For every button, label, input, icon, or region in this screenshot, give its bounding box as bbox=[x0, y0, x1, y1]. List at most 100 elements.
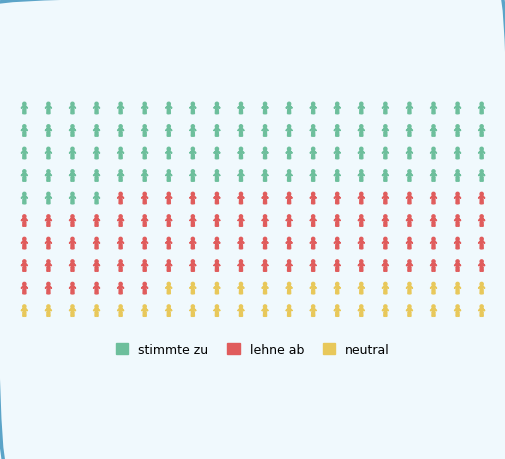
Polygon shape bbox=[25, 111, 26, 114]
Polygon shape bbox=[410, 286, 412, 289]
Polygon shape bbox=[359, 201, 361, 204]
Polygon shape bbox=[479, 313, 480, 317]
Polygon shape bbox=[143, 133, 144, 137]
Polygon shape bbox=[239, 106, 242, 111]
Polygon shape bbox=[358, 309, 360, 311]
Polygon shape bbox=[143, 268, 144, 272]
Polygon shape bbox=[453, 264, 456, 266]
Polygon shape bbox=[121, 313, 122, 317]
Polygon shape bbox=[266, 196, 268, 199]
Polygon shape bbox=[214, 151, 215, 154]
Polygon shape bbox=[409, 246, 410, 249]
Circle shape bbox=[311, 193, 314, 196]
Circle shape bbox=[167, 170, 170, 174]
Polygon shape bbox=[95, 246, 96, 249]
Polygon shape bbox=[265, 268, 266, 272]
Polygon shape bbox=[410, 174, 412, 177]
Circle shape bbox=[311, 215, 314, 218]
Polygon shape bbox=[311, 151, 314, 156]
Circle shape bbox=[95, 148, 98, 151]
Polygon shape bbox=[383, 291, 384, 294]
Polygon shape bbox=[311, 129, 314, 133]
Circle shape bbox=[359, 193, 362, 196]
Polygon shape bbox=[237, 286, 239, 289]
Polygon shape bbox=[409, 111, 410, 114]
Polygon shape bbox=[287, 291, 288, 294]
Polygon shape bbox=[360, 151, 362, 156]
Polygon shape bbox=[383, 308, 386, 313]
Polygon shape bbox=[338, 241, 339, 244]
Polygon shape bbox=[360, 106, 362, 111]
Circle shape bbox=[383, 238, 386, 241]
Polygon shape bbox=[117, 106, 119, 109]
Polygon shape bbox=[214, 309, 215, 311]
Polygon shape bbox=[360, 286, 362, 291]
Polygon shape bbox=[453, 196, 456, 199]
Polygon shape bbox=[458, 241, 460, 244]
Polygon shape bbox=[433, 246, 434, 249]
Polygon shape bbox=[25, 133, 26, 137]
Polygon shape bbox=[263, 241, 266, 246]
Polygon shape bbox=[359, 111, 361, 114]
Polygon shape bbox=[311, 313, 312, 317]
Polygon shape bbox=[434, 286, 436, 289]
Polygon shape bbox=[289, 268, 290, 272]
Circle shape bbox=[191, 283, 194, 286]
Polygon shape bbox=[434, 219, 436, 222]
Polygon shape bbox=[285, 286, 287, 289]
Circle shape bbox=[335, 148, 338, 151]
Polygon shape bbox=[239, 196, 242, 201]
Polygon shape bbox=[431, 308, 434, 313]
Polygon shape bbox=[215, 178, 216, 182]
Polygon shape bbox=[406, 196, 408, 199]
Polygon shape bbox=[311, 106, 314, 111]
Polygon shape bbox=[285, 241, 287, 244]
Polygon shape bbox=[382, 151, 383, 154]
Polygon shape bbox=[167, 313, 168, 317]
Polygon shape bbox=[218, 219, 220, 222]
Polygon shape bbox=[191, 308, 194, 313]
Circle shape bbox=[47, 193, 50, 196]
Polygon shape bbox=[215, 268, 216, 272]
Polygon shape bbox=[218, 106, 220, 109]
Polygon shape bbox=[265, 223, 266, 227]
Circle shape bbox=[335, 125, 338, 129]
Polygon shape bbox=[166, 286, 167, 289]
Polygon shape bbox=[409, 178, 410, 182]
Polygon shape bbox=[431, 151, 434, 156]
Polygon shape bbox=[143, 218, 145, 223]
Polygon shape bbox=[191, 129, 194, 133]
Polygon shape bbox=[263, 223, 264, 227]
Polygon shape bbox=[362, 219, 364, 222]
Polygon shape bbox=[361, 156, 362, 159]
Circle shape bbox=[47, 215, 50, 218]
Polygon shape bbox=[406, 286, 408, 289]
Circle shape bbox=[359, 215, 362, 218]
Polygon shape bbox=[338, 151, 339, 154]
Polygon shape bbox=[313, 178, 314, 182]
Polygon shape bbox=[289, 111, 290, 114]
Polygon shape bbox=[335, 111, 336, 114]
Circle shape bbox=[215, 170, 218, 174]
Circle shape bbox=[191, 193, 194, 196]
Polygon shape bbox=[361, 111, 362, 114]
Circle shape bbox=[407, 170, 410, 174]
Polygon shape bbox=[119, 291, 120, 294]
Polygon shape bbox=[453, 286, 456, 289]
Polygon shape bbox=[73, 313, 74, 317]
Polygon shape bbox=[360, 196, 362, 201]
Polygon shape bbox=[170, 196, 172, 199]
Polygon shape bbox=[169, 111, 170, 114]
Polygon shape bbox=[407, 201, 409, 204]
Polygon shape bbox=[456, 241, 458, 246]
Polygon shape bbox=[311, 178, 312, 182]
Polygon shape bbox=[335, 241, 338, 246]
Polygon shape bbox=[455, 268, 457, 272]
Polygon shape bbox=[337, 201, 338, 204]
Polygon shape bbox=[285, 219, 287, 222]
Polygon shape bbox=[49, 264, 52, 266]
Polygon shape bbox=[263, 106, 266, 111]
Polygon shape bbox=[265, 201, 266, 204]
Polygon shape bbox=[170, 219, 172, 222]
Circle shape bbox=[23, 170, 26, 174]
